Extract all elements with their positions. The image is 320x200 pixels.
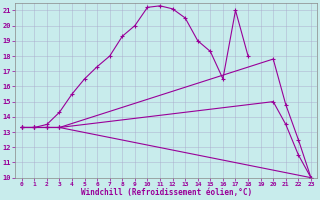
X-axis label: Windchill (Refroidissement éolien,°C): Windchill (Refroidissement éolien,°C) [81, 188, 252, 197]
